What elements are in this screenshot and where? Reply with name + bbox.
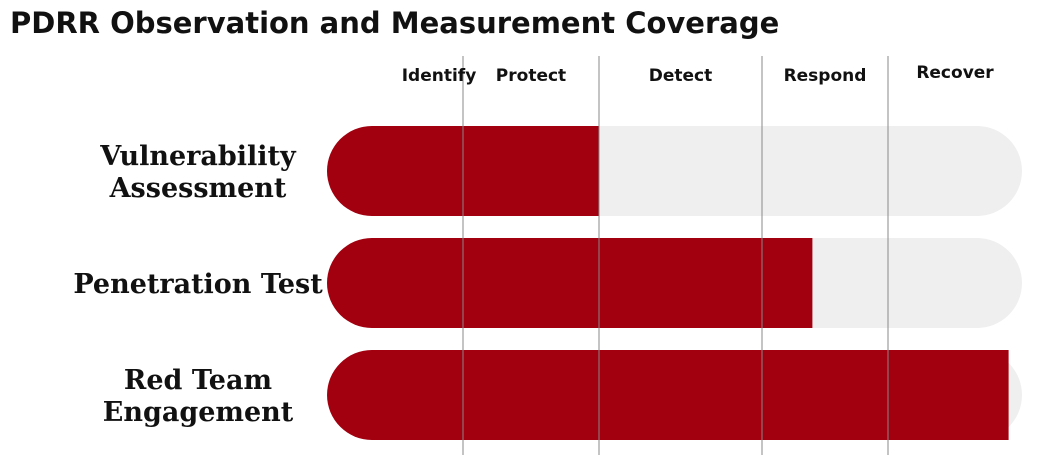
bar-2 bbox=[327, 238, 813, 328]
phase-label-detect: Detect bbox=[649, 66, 713, 86]
bar-3 bbox=[327, 350, 1009, 440]
row-label-2-line-1: Penetration Test bbox=[73, 269, 323, 300]
chart-title: PDRR Observation and Measurement Coverag… bbox=[10, 6, 779, 40]
phase-divider-group bbox=[462, 56, 889, 455]
phase-label-identify: Identify bbox=[402, 66, 477, 86]
phase-label-recover: Recover bbox=[916, 63, 994, 83]
phase-label-group: Identify Protect Detect Respond Recover bbox=[402, 63, 995, 86]
phase-label-respond: Respond bbox=[784, 66, 867, 86]
row-label-1-line-2: Assessment bbox=[109, 173, 287, 204]
row-label-3-line-2: Engagement bbox=[103, 397, 294, 428]
row-label-3-line-1: Red Team bbox=[124, 365, 272, 396]
row-label-1-line-1: Vulnerability bbox=[99, 141, 297, 172]
phase-label-protect: Protect bbox=[496, 66, 566, 86]
